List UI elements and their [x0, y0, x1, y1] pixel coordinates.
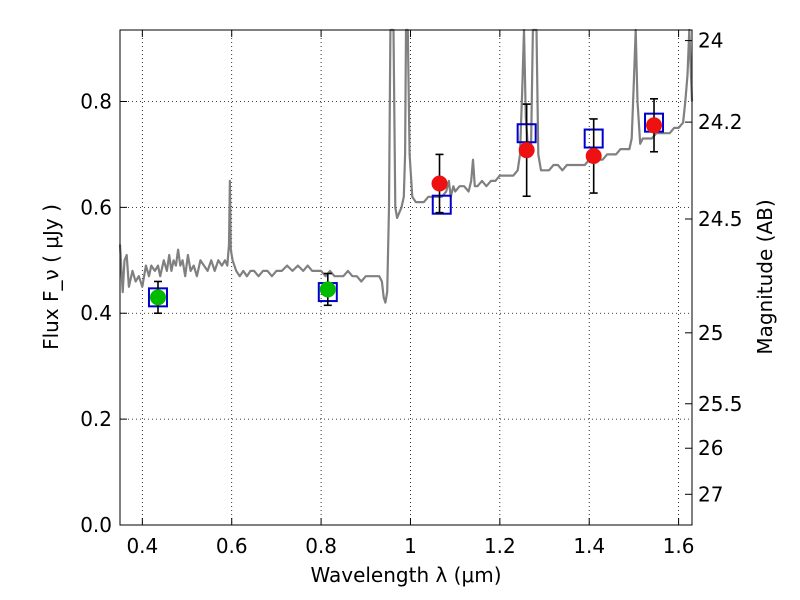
- right-tick-label: 24.2: [698, 110, 743, 134]
- right-tick-label: 25: [698, 321, 723, 345]
- data-point: [431, 175, 448, 192]
- x-tick-label: 1.2: [484, 534, 516, 558]
- y-tick-label: 0.0: [80, 513, 112, 537]
- x-tick-label: 0.4: [126, 534, 158, 558]
- x-tick-label: 1.4: [573, 534, 605, 558]
- x-tick-label: 1: [404, 534, 417, 558]
- data-point: [319, 281, 336, 298]
- y-axis-label: Flux F_ν ( μJy ): [39, 204, 63, 350]
- model-square: [431, 194, 452, 215]
- data-point: [518, 142, 535, 159]
- right-tick-label: 24: [698, 29, 723, 53]
- x-axis-label: Wavelength λ (μm): [310, 563, 501, 587]
- right-tick-label: 25.5: [698, 392, 743, 416]
- x-tick-label: 0.6: [216, 534, 248, 558]
- spectrum-line: [118, 28, 694, 304]
- right-axis-label: Magnitude (AB): [753, 199, 777, 354]
- right-tick-label: 24.5: [698, 207, 743, 231]
- right-tick-label: 27: [698, 482, 723, 506]
- x-tick-label: 1.6: [663, 534, 695, 558]
- y-tick-label: 0.2: [80, 407, 112, 431]
- y-tick-label: 0.6: [80, 195, 112, 219]
- data-point: [585, 148, 602, 164]
- data-point: [149, 289, 166, 306]
- ticks: [120, 30, 692, 526]
- y-tick-label: 0.8: [80, 89, 112, 113]
- x-tick-label: 0.8: [305, 534, 337, 558]
- plot-frame: [119, 29, 693, 526]
- tick-labels: 0.4 0.6 0.8 1 1.2 1.4 1.6 0.0 0.2 0.4 0.6 0.8 24 24.2…: [80, 29, 742, 558]
- data-point: [646, 117, 663, 134]
- series-layer: [118, 28, 694, 315]
- y-tick-label: 0.4: [80, 301, 112, 325]
- right-tick-label: 26: [698, 436, 723, 460]
